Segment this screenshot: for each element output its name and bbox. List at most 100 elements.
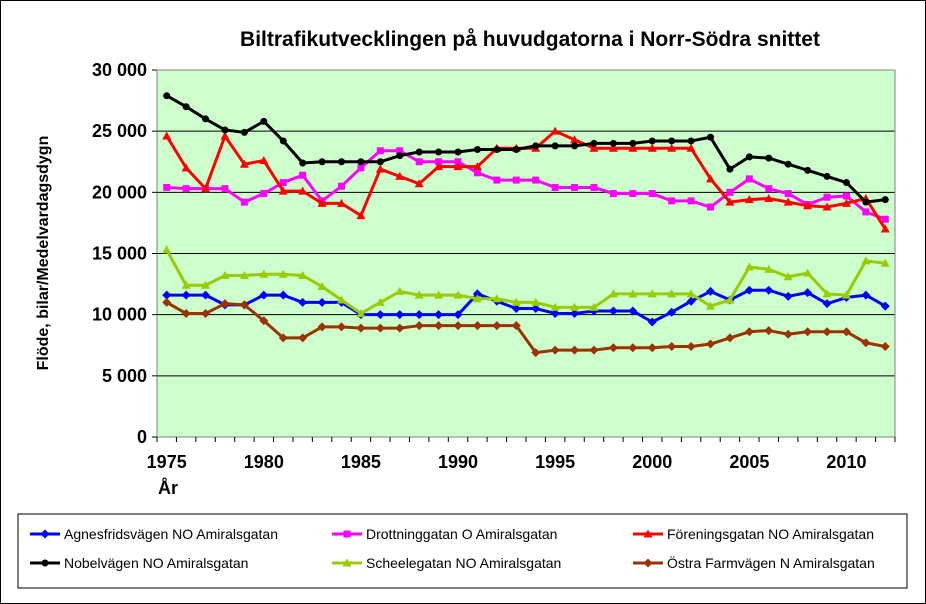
data-point	[726, 165, 734, 173]
data-point	[201, 280, 211, 289]
data-point	[842, 179, 850, 187]
data-point	[589, 143, 599, 152]
data-point	[278, 186, 288, 195]
data-point	[278, 333, 288, 343]
data-point	[804, 166, 812, 174]
data-point	[861, 338, 871, 348]
data-point	[667, 341, 677, 351]
data-point	[861, 256, 871, 265]
data-point	[570, 345, 580, 355]
data-point	[880, 301, 890, 311]
data-point	[201, 308, 211, 318]
x-tick-label: 2005	[729, 452, 769, 472]
data-point	[317, 198, 327, 207]
data-point	[201, 290, 211, 300]
data-point	[764, 264, 774, 273]
data-point	[473, 146, 481, 154]
data-point	[725, 197, 735, 206]
data-point	[454, 148, 462, 156]
data-point	[531, 348, 541, 358]
data-point	[201, 184, 211, 193]
data-point	[181, 290, 191, 300]
data-point	[783, 197, 793, 206]
data-point	[298, 297, 308, 307]
data-point	[862, 198, 870, 206]
data-point	[841, 327, 851, 337]
series-4	[163, 92, 889, 206]
data-point	[707, 203, 714, 211]
data-point	[239, 271, 249, 280]
data-point	[608, 143, 618, 152]
data-point	[706, 301, 715, 310]
legend-box	[17, 513, 908, 589]
data-point	[473, 169, 481, 177]
data-point	[376, 147, 384, 155]
x-tick-label: 1975	[147, 452, 187, 472]
y-tick-label: 20 000	[92, 182, 147, 202]
y-axis-ticks: 0 5 000 10 000 15 000 20 000 25 000 30 000	[92, 60, 157, 447]
data-point	[609, 139, 617, 147]
legend-marker	[643, 529, 653, 538]
data-point	[435, 148, 443, 156]
data-point	[841, 198, 851, 207]
data-point	[414, 179, 424, 188]
data-point	[822, 299, 832, 309]
chart-title: Biltrafikutvecklingen på huvudgatorna i …	[240, 28, 820, 51]
data-point	[531, 297, 541, 306]
data-point	[395, 171, 405, 180]
data-point	[745, 153, 753, 161]
legend-label: Agnesfridsvägen NO Amiralsgatan	[64, 526, 278, 542]
data-point	[278, 290, 288, 300]
data-point	[862, 208, 870, 216]
y-tick-label: 0	[137, 427, 147, 447]
data-point	[220, 299, 230, 309]
data-point	[220, 271, 230, 280]
data-point	[396, 152, 404, 160]
data-point	[511, 321, 521, 331]
data-point	[299, 159, 307, 167]
data-point	[317, 297, 327, 307]
data-point	[629, 190, 637, 198]
data-point	[338, 182, 345, 190]
data-point	[629, 139, 637, 147]
data-point	[298, 271, 308, 280]
x-axis-ticks: 1975 1980 1985 1990 1995 2000 2005 2010	[147, 437, 896, 472]
data-point	[687, 197, 695, 205]
legend-label: Föreningsgatan NO Amiralsgatan	[667, 526, 874, 542]
legend-marker	[342, 558, 352, 567]
data-point	[686, 296, 696, 306]
data-point	[239, 159, 249, 168]
data-point	[667, 289, 677, 298]
data-point	[162, 131, 172, 140]
legend-label: Scheelegatan NO Amiralsgatan	[366, 555, 561, 571]
data-point	[259, 290, 269, 300]
x-tick-label: 1990	[438, 452, 478, 472]
data-point	[550, 345, 560, 355]
data-point	[259, 156, 269, 165]
data-point	[472, 162, 482, 171]
data-point	[434, 310, 444, 320]
data-point	[356, 323, 366, 333]
data-point	[880, 341, 890, 351]
data-point	[667, 307, 677, 317]
data-point	[260, 190, 268, 198]
data-point	[298, 186, 308, 195]
data-point	[765, 154, 773, 162]
data-point	[880, 224, 890, 233]
data-point	[532, 142, 540, 150]
legend: Agnesfridsvägen NO Amiralsgatan Drottning…	[30, 526, 875, 571]
data-point	[880, 258, 890, 267]
data-point	[414, 321, 424, 331]
data-point	[647, 343, 657, 353]
data-point	[298, 333, 308, 343]
data-point	[570, 308, 580, 318]
data-point	[454, 158, 462, 166]
data-point	[221, 126, 229, 134]
data-point	[551, 142, 559, 150]
data-point	[182, 103, 190, 111]
data-point	[628, 343, 638, 353]
data-point	[783, 329, 793, 339]
series-5	[162, 245, 890, 317]
legend-item: Drottninggatan O Amiralsgatan	[332, 526, 557, 542]
data-point	[706, 174, 715, 183]
